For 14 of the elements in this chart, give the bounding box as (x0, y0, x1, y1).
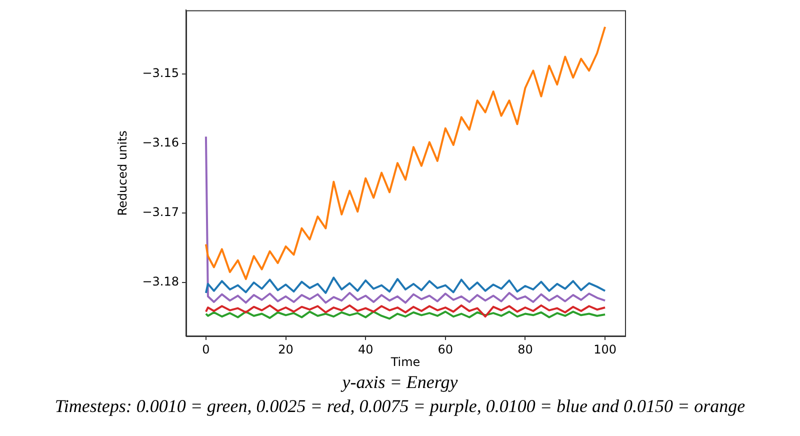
text: Timesteps: 0.0010 = green, 0.0025 = red, 0.0075 = purple, 0.0100 = blue and 0.0150 = orange (54, 395, 746, 418)
y-tick-label: −3.15 (142, 66, 179, 80)
x-tick-label: 0 (202, 342, 210, 356)
y-axis-title: Reduced units (115, 130, 130, 216)
x-tick-label: 60 (438, 342, 454, 356)
y-tick-label: −3.18 (142, 274, 179, 289)
x-tick-label: 100 (594, 342, 616, 356)
y-tick-label: −3.17 (142, 205, 179, 220)
x-tick-label: 80 (518, 342, 533, 356)
text: y-axis = Energy (340, 371, 459, 394)
x-axis-title: Time (390, 354, 420, 369)
y-tick-label: −3.16 (142, 136, 179, 150)
x-tick-label: 20 (278, 342, 294, 356)
x-tick-label: 40 (358, 342, 374, 356)
